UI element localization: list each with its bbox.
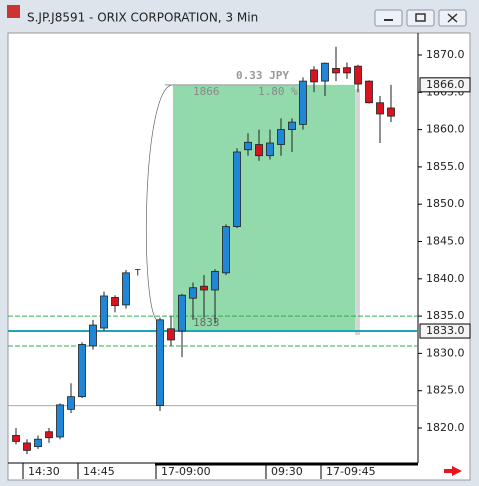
candle-body xyxy=(67,396,75,410)
candle-body xyxy=(34,438,42,448)
app-icon xyxy=(7,5,20,18)
candle-body xyxy=(354,65,362,85)
y-tick-label: 1870.0 xyxy=(426,48,465,61)
y-tick-label: 1825.0 xyxy=(426,384,465,397)
candle-body xyxy=(321,62,329,82)
candle-body xyxy=(233,151,241,227)
y-tick-label: 1835.0 xyxy=(426,309,465,322)
measure-connector xyxy=(145,84,174,322)
candle-body xyxy=(111,297,119,307)
candle-body xyxy=(288,121,296,130)
x-tick-label: 17-09:00 xyxy=(161,465,211,478)
y-tick-label: 1845.0 xyxy=(426,235,465,248)
candle-body xyxy=(387,107,395,117)
candle-body xyxy=(343,67,351,74)
measure-percent: 1.80 % xyxy=(258,85,298,98)
minimize-icon xyxy=(384,19,393,21)
candle-body xyxy=(56,404,64,438)
candle-body xyxy=(299,80,307,125)
y-tick-label: 1850.0 xyxy=(426,197,465,210)
maximize-button[interactable] xyxy=(406,9,435,27)
annotation: T xyxy=(134,269,141,279)
y-tick-label: 1820.0 xyxy=(426,421,465,434)
candle-body xyxy=(255,144,263,157)
candle-body xyxy=(365,80,373,104)
candle-body xyxy=(89,324,97,347)
scroll-arrow[interactable] xyxy=(444,466,462,476)
x-tick-label: 09:30 xyxy=(271,465,303,478)
y-tick-label: 1860.0 xyxy=(426,123,465,136)
maximize-icon xyxy=(415,13,426,22)
window-buttons[interactable] xyxy=(374,9,467,27)
candle-body xyxy=(167,328,175,341)
candle-body xyxy=(78,344,86,398)
candle-body xyxy=(266,142,274,157)
measure-change: 0.33 JPY xyxy=(236,69,289,82)
candle-body xyxy=(310,69,318,83)
price-tag-label: 1833.0 xyxy=(426,324,465,337)
candle-body xyxy=(222,226,230,274)
x-tick-label: 14:45 xyxy=(83,465,115,478)
y-tick-label: 1830.0 xyxy=(426,346,465,359)
minimize-button[interactable] xyxy=(374,9,403,27)
candle-body xyxy=(277,129,285,145)
candle-body xyxy=(45,431,53,439)
price-tag-label: 1866.0 xyxy=(426,78,465,91)
measure-shadow xyxy=(355,88,360,336)
close-icon xyxy=(447,13,458,23)
candle-body xyxy=(100,295,108,329)
y-tick-label: 1840.0 xyxy=(426,272,465,285)
candle-body xyxy=(156,319,164,407)
candle-body xyxy=(12,435,20,442)
candle-body xyxy=(178,294,186,332)
candle-body xyxy=(189,287,197,299)
candle-body xyxy=(244,141,252,151)
measure-low: 1833 xyxy=(193,316,220,329)
candle-body xyxy=(200,285,208,291)
measure-high: 1866 xyxy=(193,85,220,98)
candle-body xyxy=(332,68,340,74)
candle-body xyxy=(376,102,384,115)
measure-box xyxy=(173,84,355,332)
candle-body xyxy=(122,272,130,306)
price-tag xyxy=(419,323,471,339)
price-tag xyxy=(419,77,471,93)
x-tick-label: 17-09:45 xyxy=(326,465,376,478)
y-tick-label: 1855.0 xyxy=(426,160,465,173)
window-title: S.JP.J8591 - ORIX CORPORATION, 3 Min xyxy=(27,11,258,25)
x-tick-label: 14:30 xyxy=(28,465,60,478)
candle-body xyxy=(211,270,219,291)
candle-body xyxy=(23,442,31,451)
